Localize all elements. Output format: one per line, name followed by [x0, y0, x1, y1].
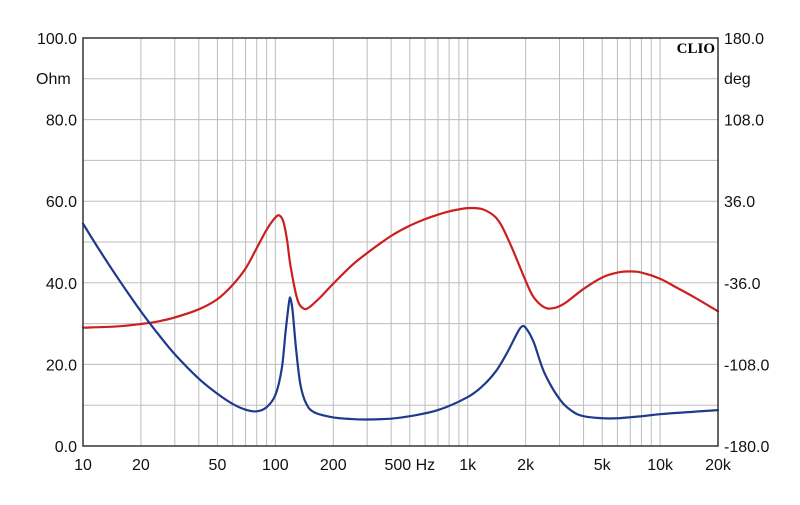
x-tick-label: 100 [262, 457, 289, 474]
series-line-1 [81, 206, 720, 329]
y-left-tick-label: 20.0 [46, 357, 77, 374]
x-tick-label: 200 [320, 457, 347, 474]
y-left-tick-label: 40.0 [46, 276, 77, 293]
y-left-unit-label: Ohm [36, 71, 71, 88]
y-right-tick-label: 108.0 [724, 113, 764, 130]
x-tick-label: 5k [594, 457, 612, 474]
y-right-tick-label: 36.0 [724, 194, 755, 211]
x-tick-label: 1k [459, 457, 477, 474]
plot-frame [82, 37, 719, 447]
x-tick-label: 10 [74, 457, 92, 474]
y-right-tick-label: -180.0 [724, 439, 769, 456]
y-right-unit-label: deg [724, 71, 751, 88]
y-left-tick-label: 100.0 [37, 31, 77, 48]
x-tick-label: 20k [705, 457, 732, 474]
series-line-2 [81, 222, 720, 421]
x-tick-label: 10k [647, 457, 674, 474]
grid [82, 37, 719, 447]
y-right-tick-label: -108.0 [724, 357, 769, 374]
tick-labels: 10 20 50 100 200 500 Hz 1k 2k 5k 10k 20k 0.0 20.0 40.… [37, 31, 770, 474]
y-left-tick-label: 80.0 [46, 113, 77, 130]
series-layer [81, 206, 720, 421]
y-left-tick-label: 0.0 [55, 439, 77, 456]
clio-brand-label: CLIO [677, 41, 715, 57]
y-right-tick-label: -36.0 [724, 276, 761, 293]
x-tick-label: 500 Hz [384, 457, 435, 474]
x-tick-label: 2k [517, 457, 535, 474]
y-right-tick-label: 180.0 [724, 31, 764, 48]
x-tick-label: 50 [209, 457, 227, 474]
y-left-tick-label: 60.0 [46, 194, 77, 211]
x-tick-label: 20 [132, 457, 150, 474]
